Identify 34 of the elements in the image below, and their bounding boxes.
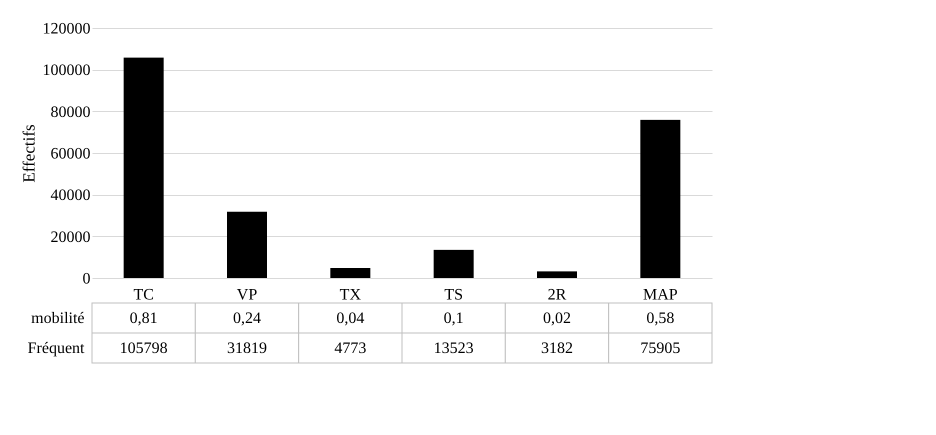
text: 0,1 — [444, 310, 464, 327]
text: 0,81 — [130, 310, 158, 327]
text: 0,04 — [336, 310, 364, 327]
text: 0,02 — [543, 310, 571, 327]
data-label: 4773 — [334, 340, 366, 357]
text: 0,24 — [233, 310, 261, 327]
data-label: 13523 — [434, 340, 474, 357]
x-tick-label: VP — [236, 286, 258, 304]
data-label: 31819 — [227, 340, 267, 357]
data-label: 105798 — [120, 340, 168, 357]
x-tick-label: TC — [133, 286, 154, 304]
y-axis-title: Effectifs — [20, 124, 38, 183]
data-label: 75905 — [640, 340, 680, 357]
text: mobilité — [31, 310, 84, 327]
y-tick-label: 20000 — [50, 228, 90, 246]
bar — [227, 212, 267, 278]
bar — [640, 120, 680, 278]
bar — [124, 58, 164, 278]
x-tick-label: TX — [340, 286, 362, 304]
y-tick-label: 60000 — [50, 146, 90, 162]
bar — [434, 250, 474, 278]
bar — [330, 268, 370, 278]
x-tick-label: 2R — [548, 286, 567, 304]
y-tick-label: 100000 — [42, 62, 90, 80]
text: 0,58 — [646, 310, 674, 327]
text: Fréquent — [28, 340, 86, 357]
data-label: 3182 — [541, 340, 573, 357]
bar — [537, 271, 577, 278]
y-tick-label: 120000 — [42, 20, 90, 38]
y-tick-label: 40000 — [50, 187, 90, 204]
x-tick-label: TS — [444, 286, 464, 304]
y-tick-label: 0 — [82, 270, 90, 288]
y-tick-label: 80000 — [50, 104, 90, 121]
x-tick-label: MAP — [642, 286, 678, 304]
